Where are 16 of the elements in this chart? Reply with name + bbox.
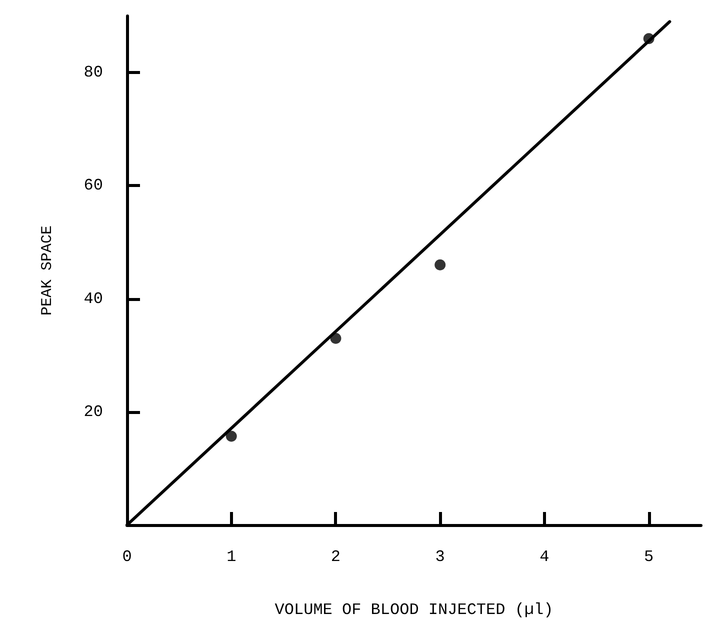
point — [434, 259, 446, 270]
x-tick-label: 1 — [226, 548, 236, 566]
point — [330, 332, 342, 344]
y-tick-label: 60 — [84, 176, 103, 195]
y-tick-label: 80 — [84, 64, 103, 82]
point — [643, 33, 654, 44]
y-tick-label: 20 — [84, 402, 103, 421]
y-tick-label: 40 — [84, 290, 103, 308]
x-tick-label: 2 — [330, 548, 341, 566]
x-tick-label: 4 — [540, 548, 550, 566]
x-axis-title: VOLUME OF BLOOD INJECTED (µl) — [274, 601, 554, 619]
y-axis-title: PEAK SPACE — [39, 225, 56, 316]
x-tick-label: 3 — [435, 548, 445, 566]
point — [226, 430, 237, 442]
x-tick-label: 5 — [644, 548, 654, 566]
x-tick-label: 0 — [122, 548, 132, 566]
